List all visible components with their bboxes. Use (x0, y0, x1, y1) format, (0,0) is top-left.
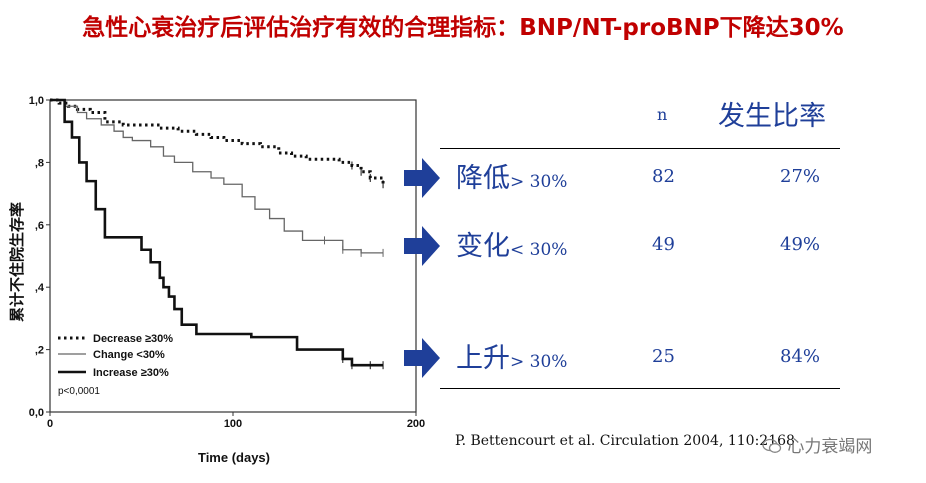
row-arrow-icon (404, 226, 440, 266)
row-arrow-icon (404, 338, 440, 378)
chart-series-layer (50, 98, 385, 370)
row-range-text: > 30% (510, 172, 568, 192)
y-tick-label: ,6 (35, 220, 44, 232)
citation: P. Bettencourt et al. Circulation 2004, … (455, 433, 795, 449)
table-cell-n: 25 (652, 346, 675, 367)
wechat-icon (762, 438, 782, 453)
p-value-label: p<0,0001 (58, 386, 100, 397)
series-line-1 (50, 98, 385, 185)
legend-label: Decrease ≥30% (93, 333, 173, 345)
watermark: 心力衰竭网 (762, 432, 872, 457)
table-cell-rate: 84% (780, 346, 821, 367)
table-cell-rate: 27% (780, 166, 821, 187)
legend-label: Increase ≥30% (93, 367, 169, 379)
y-tick-label: ,8 (35, 157, 44, 169)
row-label-text: 上升 (456, 343, 510, 374)
slide-title: 急性心衰治疗后评估治疗有效的合理指标：BNP/NT-proBNP下降达30% (82, 15, 844, 41)
table-row-label: 降低> 30% (456, 156, 567, 195)
legend-label: Change <30% (93, 349, 165, 361)
y-tick-label: 0,0 (29, 407, 44, 419)
chart-legend: Decrease ≥30% Change <30% Increase ≥30% p<0… (58, 333, 173, 397)
table-header-n: n (657, 105, 668, 124)
watermark-text: 心力衰竭网 (787, 437, 873, 457)
row-label-text: 变化 (456, 231, 510, 262)
y-tick-label: ,2 (35, 345, 44, 357)
row-label-text: 降低 (456, 163, 510, 194)
y-tick-label: 1,0 (29, 95, 44, 107)
y-tick-label: ,4 (35, 282, 45, 294)
table-cell-n: 49 (652, 234, 675, 255)
x-tick-label: 0 (47, 418, 53, 430)
table-header-rule (440, 148, 840, 149)
table-bottom-rule (440, 388, 840, 389)
chart-axes: 0,0 ,2 ,4 ,6 ,8 1,0 0 100 200 (29, 95, 425, 430)
row-arrow-icon (404, 158, 440, 198)
x-tick-label: 100 (224, 418, 242, 430)
row-range-text: > 30% (510, 352, 568, 372)
x-axis-label: Time (days) (198, 450, 270, 465)
table-header-rate: 发生比率 (718, 101, 826, 132)
row-range-text: < 30% (510, 240, 568, 260)
table-cell-rate: 49% (780, 234, 821, 255)
series-line-2 (50, 99, 384, 254)
table-row-label: 上升> 30% (456, 336, 567, 375)
table-cell-n: 82 (652, 166, 675, 187)
survival-chart: 0,0 ,2 ,4 ,6 ,8 1,0 0 100 200 Decrease ≥30% Chang… (8, 95, 425, 465)
y-axis-label: 累计不住院生存率 (8, 202, 26, 322)
series-line-3 (50, 98, 384, 367)
table-row-label: 变化< 30% (456, 224, 567, 263)
x-tick-label: 200 (407, 418, 425, 430)
